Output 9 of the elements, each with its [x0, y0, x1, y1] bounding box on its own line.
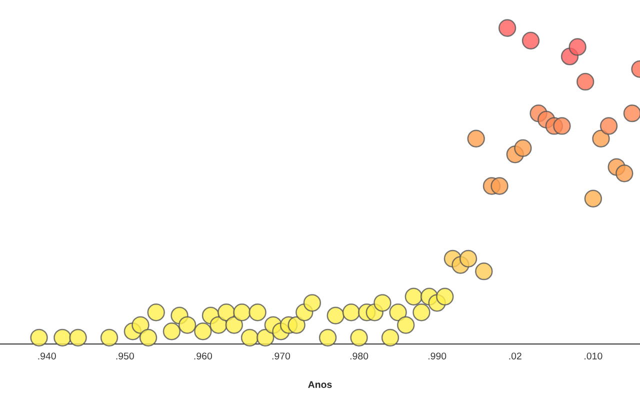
x-tick-label: .940 [38, 352, 56, 360]
x-tick-label: .980 [350, 352, 368, 360]
x-tick-label: .970 [272, 352, 290, 360]
x-tick-label: .960 [194, 352, 212, 360]
x-tick-label: .990 [428, 352, 446, 360]
x-tick-label: .950 [116, 352, 134, 360]
x-axis-title: Anos [308, 381, 332, 388]
x-tick-label: .02 [509, 352, 522, 360]
x-tick-label: .010 [584, 352, 602, 360]
